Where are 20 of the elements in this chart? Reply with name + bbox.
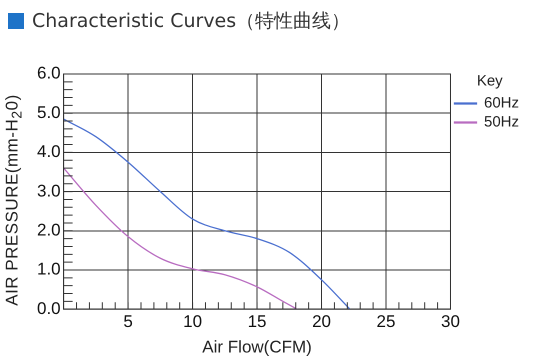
y-tick-label: 6.0 [36, 64, 61, 83]
legend-label: 50Hz [484, 114, 520, 131]
y-tick-label: 5.0 [36, 102, 61, 122]
x-tick-label: 15 [248, 312, 267, 332]
line-series [64, 118, 351, 310]
x-axis-title: Air Flow(CFM) [202, 337, 312, 356]
y-tick-label: 3.0 [36, 181, 61, 200]
x-tick-label: 20 [312, 312, 331, 332]
y-tick-label: 1.0 [36, 260, 61, 279]
x-tick-label: 30 [441, 312, 460, 332]
legend-label: 60Hz [484, 94, 520, 112]
y-tick-label: 2.0 [36, 220, 61, 240]
chart-title: Characteristic Curves（特性曲线） [32, 9, 350, 34]
line-series [64, 167, 298, 310]
y-tick-label: 4.0 [36, 142, 61, 162]
legend-title: Key [476, 72, 504, 90]
x-tick-label: 5 [123, 312, 133, 332]
x-tick-label: 25 [376, 312, 396, 332]
x-tick-label: 10 [183, 312, 202, 332]
y-tick-label: 0.0 [36, 298, 61, 318]
